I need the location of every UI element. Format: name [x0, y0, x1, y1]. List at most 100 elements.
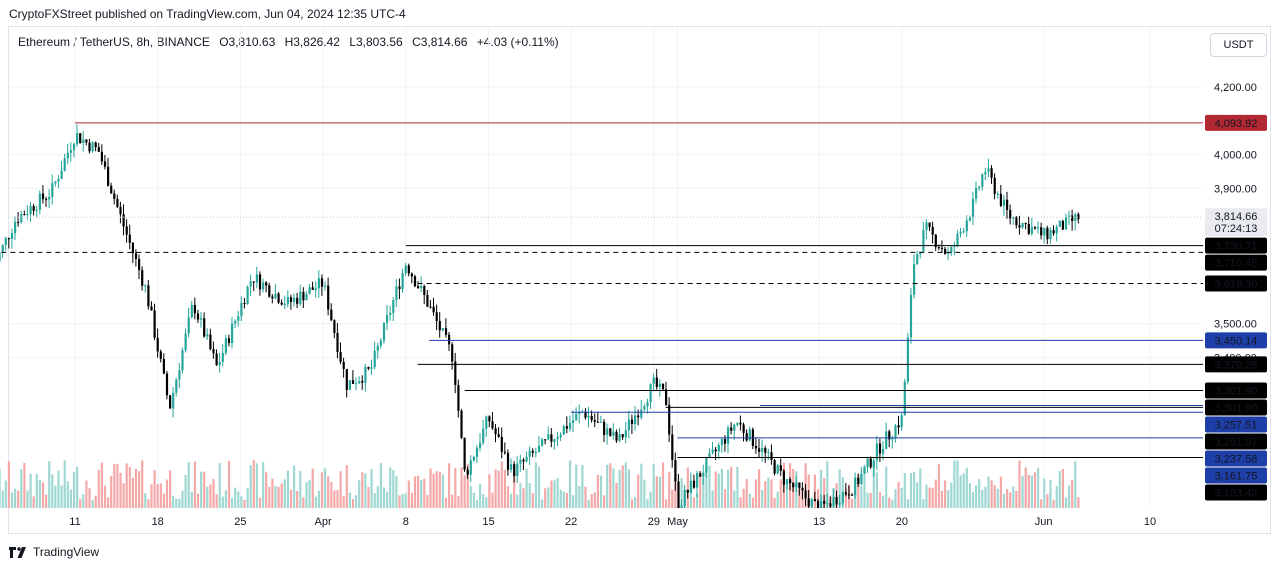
- volume-bar: [448, 463, 451, 508]
- candle-body: [72, 144, 76, 151]
- volume-bar: [1058, 470, 1061, 508]
- candle-body: [224, 338, 228, 353]
- volume-bar: [981, 489, 984, 508]
- ohlc-change: +4.03 (+0.11%): [476, 35, 559, 49]
- candle-body: [454, 361, 457, 385]
- candle-body: [351, 380, 355, 384]
- candle-body: [897, 425, 900, 428]
- volume-bar: [630, 499, 634, 508]
- level-price-label: 3,161.75: [1205, 467, 1267, 484]
- volume-bar: [1002, 493, 1006, 508]
- volume-bar: [97, 469, 100, 508]
- candle-body: [1074, 214, 1077, 221]
- volume-bar: [125, 463, 128, 508]
- volume-bar: [438, 471, 441, 508]
- candle-body: [996, 193, 999, 195]
- volume-bar: [200, 471, 203, 508]
- candle-body: [382, 322, 386, 341]
- volume-bar: [1046, 494, 1049, 508]
- volume-bar: [305, 481, 308, 508]
- candle-body: [107, 166, 110, 186]
- tradingview-brand[interactable]: TradingView: [9, 545, 99, 559]
- candle-body: [866, 458, 869, 468]
- candle-body: [249, 281, 252, 287]
- candle-body: [891, 437, 894, 440]
- volume-bar: [1040, 499, 1043, 508]
- volume-bar: [110, 475, 113, 508]
- volume-bar: [469, 485, 472, 508]
- volume-bar: [255, 463, 259, 508]
- volume-bar: [612, 468, 615, 508]
- volume-bar: [289, 489, 293, 508]
- volume-bar: [85, 480, 88, 508]
- symbol-name[interactable]: Ethereum / TetherUS, 8h, BINANCE: [18, 35, 210, 49]
- volume-bar: [568, 460, 572, 508]
- candle-body: [1068, 215, 1071, 217]
- symbol-legend: Ethereum / TetherUS, 8h, BINANCE O3,810.…: [18, 35, 565, 49]
- price-tick-label: 3,900.00: [1214, 183, 1257, 195]
- volume-bar: [51, 474, 54, 508]
- candle-body: [156, 337, 159, 352]
- level-label-text: 3,379.28: [1215, 359, 1258, 371]
- volume-bar: [733, 490, 736, 508]
- volume-bar: [519, 483, 522, 508]
- volume-bar: [1055, 486, 1058, 508]
- volume-bar: [590, 494, 593, 508]
- candle-body: [854, 477, 857, 495]
- candle-body: [327, 285, 330, 310]
- candle-body: [541, 439, 544, 446]
- candle-body: [872, 460, 875, 468]
- level-label-text: 3,730.71: [1215, 241, 1258, 253]
- volume-bar: [162, 493, 166, 508]
- volume-bar: [122, 483, 125, 508]
- level-price-label: 3,257.51: [1205, 416, 1267, 433]
- volume-bar: [196, 493, 200, 508]
- volume-bar: [159, 483, 162, 508]
- candle-body: [953, 245, 956, 247]
- volume-bar: [386, 491, 389, 508]
- candle-body: [940, 247, 944, 249]
- candle-body: [178, 370, 181, 380]
- volume-bar: [643, 479, 646, 508]
- candle-body: [971, 198, 975, 218]
- volume-bar: [128, 466, 131, 508]
- volume-bar: [345, 465, 348, 508]
- volume-bar: [556, 478, 559, 508]
- volume-bar: [54, 485, 57, 508]
- level-price-label: 3,237.58: [1205, 450, 1267, 467]
- volume-bar: [224, 490, 228, 508]
- time-axis[interactable]: 11 18 25 Apr 8 15 22 29 May 13 20 Jun 10: [69, 516, 1156, 528]
- candle-body: [1052, 230, 1055, 234]
- volume-bar: [358, 480, 361, 508]
- volume-bar: [231, 497, 234, 508]
- candle-body: [144, 285, 147, 287]
- candle-body: [7, 238, 11, 240]
- candle-body: [358, 381, 361, 384]
- volume-bar: [711, 490, 714, 508]
- candle-body: [711, 449, 714, 454]
- volume-bar: [668, 472, 671, 508]
- volume-bar: [441, 474, 445, 508]
- volume-bar: [20, 469, 23, 508]
- volume-bar: [919, 468, 922, 508]
- candle-body: [376, 345, 379, 351]
- candle-body: [931, 226, 934, 235]
- candle-body: [370, 367, 373, 369]
- candle-body: [23, 214, 26, 216]
- volume-bar: [131, 477, 135, 508]
- tradingview-logo-icon: [9, 546, 26, 558]
- volume-bar: [785, 485, 789, 508]
- candle-body: [981, 174, 984, 187]
- volume-bar: [1024, 467, 1027, 508]
- candle-body: [423, 286, 426, 295]
- currency-button[interactable]: USDT: [1210, 33, 1267, 57]
- volume-bar: [88, 488, 91, 508]
- candle-body: [789, 479, 792, 484]
- candle-body: [221, 352, 224, 362]
- candle-body: [810, 499, 813, 507]
- volume-bar: [863, 464, 866, 508]
- volume-bar: [978, 479, 981, 508]
- level-label-text: 3,618.30: [1215, 279, 1258, 291]
- candle-body: [355, 383, 358, 385]
